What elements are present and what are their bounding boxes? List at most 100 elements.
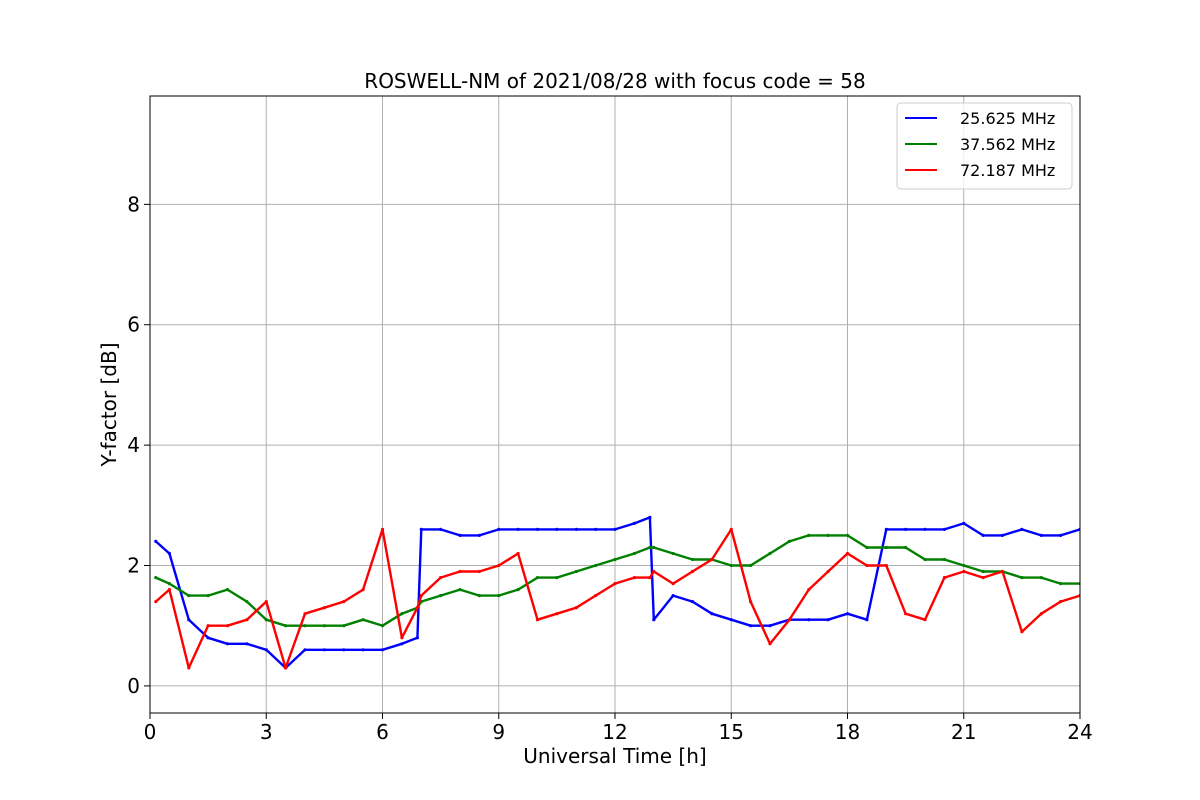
series-3-point [594, 594, 598, 598]
series-2-point [1039, 576, 1043, 580]
series-3-point [826, 569, 830, 574]
series-1-point [303, 648, 307, 652]
x-tick-label: 12 [602, 720, 627, 744]
series-3-point [361, 588, 365, 592]
series-3-point [942, 576, 947, 580]
series-3-point [1000, 569, 1005, 574]
series-1-point [458, 533, 462, 538]
series-1-point [497, 527, 501, 532]
series-1-point [206, 636, 210, 640]
series-1-point [225, 642, 230, 646]
series-1-point [1059, 533, 1063, 538]
series-1-point [962, 521, 966, 526]
series-1-point [574, 527, 578, 532]
series-1-point [749, 624, 753, 628]
series-3-point [923, 618, 927, 622]
series-3-point [245, 618, 249, 622]
legend-label-2: 37.562 MHz [960, 135, 1055, 154]
series-1-point [865, 618, 869, 622]
series-1-point [690, 600, 695, 604]
y-axis-label: Y-factor [dB] [97, 342, 121, 467]
series-1-point [904, 527, 908, 532]
series-2-point [342, 624, 346, 628]
series-3-point [962, 569, 966, 574]
series-3-point [652, 569, 656, 574]
x-axis-label: Universal Time [h] [523, 744, 706, 768]
series-1-point [1020, 527, 1024, 532]
y-tick-label: 2 [127, 554, 140, 578]
series-1-point [415, 636, 419, 640]
x-tick-label: 18 [835, 720, 860, 744]
series-layer [154, 515, 1080, 670]
series-1-point [613, 527, 617, 532]
series-2-point [981, 569, 985, 574]
y-axis: 0 2 4 6 8 [127, 192, 150, 698]
series-3-point [415, 606, 419, 610]
series-3-point [322, 606, 326, 610]
series-3-point [613, 582, 617, 586]
series-3-point [648, 576, 652, 580]
series-3-point [729, 527, 733, 532]
series-2-point [648, 545, 652, 550]
grid-lines [149, 96, 1081, 713]
series-3-point [1020, 630, 1024, 634]
series-1-point [826, 618, 830, 622]
series-2-point [729, 563, 733, 568]
y-tick-label: 8 [127, 192, 140, 216]
series-3-point [380, 527, 385, 532]
series-1-point [845, 612, 850, 616]
x-tick-label: 24 [1067, 720, 1092, 744]
series-2-point [749, 563, 753, 568]
series-3-point [342, 600, 346, 604]
series-2-point [167, 582, 171, 586]
series-3-point [690, 569, 695, 574]
series-2-point [942, 557, 947, 562]
legend-label-1: 25.625 MHz [960, 109, 1055, 128]
series-2-point [632, 551, 637, 556]
y-tick-label: 6 [127, 313, 140, 337]
series-3-point [516, 551, 520, 556]
series-2-point [923, 557, 927, 562]
series-3-point [1059, 600, 1063, 604]
series-2-point [690, 557, 695, 562]
series-1-point [187, 618, 191, 622]
series-2-point [477, 594, 481, 598]
series-3-point [1039, 612, 1043, 616]
series-3-point [671, 582, 675, 586]
series-3-point [884, 563, 888, 568]
x-tick-label: 21 [951, 720, 976, 744]
x-tick-label: 0 [144, 720, 157, 744]
series-3-point [154, 600, 158, 604]
legend-label-3: 72.187 MHz [960, 161, 1055, 180]
series-2-point [768, 551, 772, 556]
series-1-point [981, 533, 985, 538]
series-2-point [845, 533, 850, 538]
series-1-point [342, 648, 346, 652]
series-2-point [613, 557, 617, 562]
series-3-point [710, 557, 714, 562]
series-1-point [516, 527, 520, 532]
series-2-point [187, 594, 191, 598]
series-3-point [574, 606, 578, 610]
series-1-point [594, 527, 598, 532]
series-2-point [1020, 576, 1024, 580]
series-3-point [535, 618, 540, 622]
series-2-point [865, 545, 869, 550]
series-1-point [535, 527, 540, 532]
series-2-point [497, 594, 501, 598]
series-1-point [245, 642, 249, 646]
series-1-point [380, 648, 385, 652]
series-1-point [477, 533, 481, 538]
series-2-point [458, 588, 462, 592]
x-tick-label: 3 [260, 720, 273, 744]
series-3-point [749, 600, 753, 604]
series-3-point [497, 563, 501, 568]
series-1-point [1000, 533, 1005, 538]
series-1-point [555, 527, 559, 532]
series-3-point [458, 569, 462, 574]
series-3-point [400, 636, 404, 640]
series-3-point [865, 563, 869, 568]
series-1-point [361, 648, 365, 652]
